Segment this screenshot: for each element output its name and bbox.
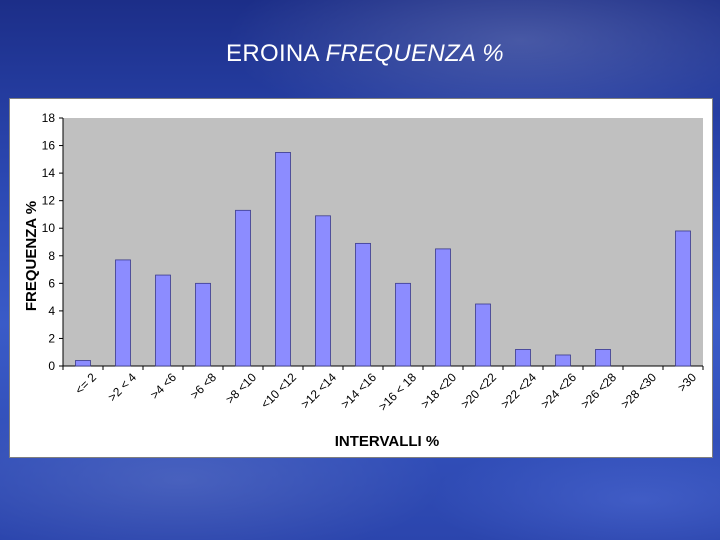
x-tick-label: <= 2	[72, 370, 99, 397]
y-tick-label: 12	[42, 194, 56, 208]
x-tick-label: >28 <30	[618, 370, 659, 411]
x-tick-label: >24 <26	[538, 370, 579, 411]
bar	[275, 152, 291, 367]
y-axis-label: FREQUENZA %	[23, 201, 40, 311]
bar	[675, 230, 691, 367]
bar	[555, 354, 571, 367]
bars	[75, 152, 691, 367]
bar	[155, 274, 171, 367]
bar	[75, 360, 91, 367]
y-tick-label: 0	[48, 359, 55, 373]
slide-title: EROINA FREQUENZA %	[0, 40, 720, 68]
bar	[395, 282, 411, 367]
y-tick-label: 8	[48, 249, 55, 263]
slide-title-plain: EROINA	[226, 40, 319, 67]
bar	[355, 242, 371, 367]
slide-title-italic: FREQUENZA %	[325, 40, 504, 67]
x-tick-label: >22 <24	[498, 370, 539, 411]
x-tick-label: >12 <14	[298, 370, 339, 411]
x-tick-label: >20 <22	[458, 370, 499, 411]
bar	[475, 303, 491, 367]
y-tick-label: 2	[48, 331, 55, 345]
x-tick-label: >14 <16	[338, 370, 379, 411]
bar	[515, 349, 531, 367]
x-axis: <= 2 >2 < 4 >4 <6 >6 <8 >8 <10<10 <12>12 <14…	[62, 365, 704, 414]
x-tick-label: >30	[675, 370, 700, 395]
bar	[595, 349, 611, 367]
bar	[115, 259, 131, 367]
bar	[435, 248, 451, 367]
x-tick-label: >4 <6	[148, 370, 180, 402]
x-tick-label: >26 <28	[578, 370, 619, 411]
y-tick-label: 16	[42, 139, 56, 153]
y-tick-label: 14	[42, 166, 56, 180]
x-tick-label: <10 <12	[258, 370, 299, 411]
y-tick-label: 10	[42, 221, 56, 235]
x-tick-label: >16 < 18	[376, 370, 420, 414]
x-tick-label: >2 < 4	[105, 370, 139, 404]
x-axis-label: INTERVALLI %	[335, 433, 439, 450]
x-tick-label: >18 <20	[418, 370, 459, 411]
bar	[315, 215, 331, 367]
bar	[195, 282, 211, 367]
x-tick-label: >8 <10	[223, 370, 260, 407]
bar	[235, 209, 251, 367]
y-axis: 0 2 4 6 8 10 12 14 16 18	[42, 111, 64, 373]
y-tick-label: 6	[48, 276, 55, 290]
y-tick-label: 18	[42, 111, 56, 125]
x-tick-label: >6 <8	[188, 370, 220, 402]
y-tick-label: 4	[48, 304, 55, 318]
